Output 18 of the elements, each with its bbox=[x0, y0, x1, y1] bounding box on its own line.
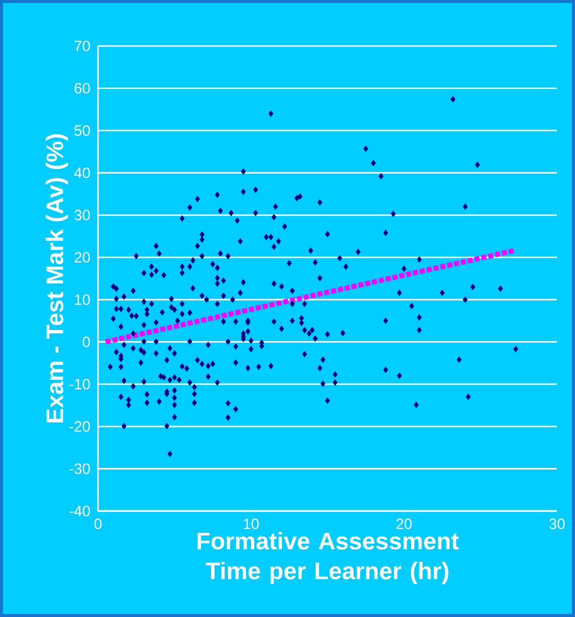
x-axis-title: Formative Assessment Time per Learner (hr) bbox=[198, 532, 459, 584]
y-tick-label: -30 bbox=[70, 463, 90, 474]
y-tick-label: 20 bbox=[74, 252, 90, 263]
x-tick-label: 0 bbox=[94, 518, 102, 530]
y-tick-label: 70 bbox=[74, 40, 90, 52]
y-tick-label: -40 bbox=[70, 506, 90, 516]
y-tick-label: 10 bbox=[75, 294, 90, 305]
y-tick-label: 0 bbox=[82, 336, 90, 348]
x-tick-label: 30 bbox=[549, 518, 565, 530]
y-tick-label: 60 bbox=[74, 82, 90, 94]
x-tick-label: 20 bbox=[396, 518, 412, 530]
y-tick-label: -20 bbox=[70, 421, 90, 432]
x-tick-label: 10 bbox=[244, 518, 259, 530]
y-axis-title: Exam - Test Mark (Av) (%) bbox=[46, 134, 68, 422]
y-tick-label: 30 bbox=[74, 210, 90, 220]
y-tick-label: -10 bbox=[70, 378, 90, 390]
y-tick-label: 50 bbox=[74, 125, 90, 136]
y-tick-label: 40 bbox=[74, 168, 90, 178]
